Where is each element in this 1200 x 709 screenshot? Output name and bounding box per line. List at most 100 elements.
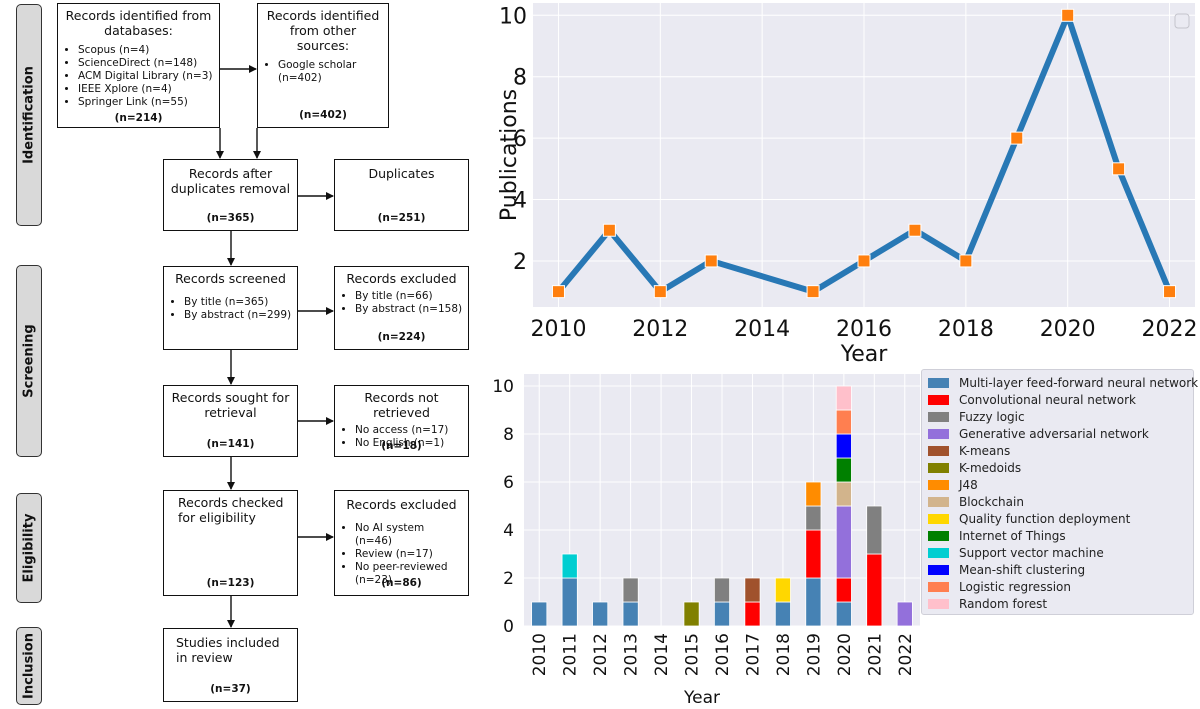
x-tick-label: 2022 xyxy=(896,633,916,676)
y-axis-label: Publications xyxy=(497,89,522,221)
stacked-bar-chart: 0 2 4 6 8 10 2010 2011 2012 2013 2014 2015 2016 2017 2… xyxy=(492,374,920,708)
box-count: (n=18) xyxy=(381,440,422,452)
data-point xyxy=(1112,162,1126,176)
box-item: By title (n=66) xyxy=(355,290,464,303)
bar-chart-legend: Multi-layer feed-forward neural network C… xyxy=(921,369,1198,615)
phase-eligibility: Eligibility xyxy=(16,493,42,603)
bar-segment xyxy=(774,601,791,627)
data-point xyxy=(653,285,667,299)
legend-entry: Quality function deployment xyxy=(928,510,1187,527)
data-point xyxy=(704,254,718,268)
bar-segment xyxy=(622,601,639,627)
box-records-excluded-screening: Records excluded By title (n=66) By abst… xyxy=(334,266,469,350)
box-item: No English (n=1) xyxy=(355,437,464,450)
box-duplicates: Duplicates (n=251) xyxy=(334,159,469,231)
box-records-not-retrieved: Records not retrieved No access (n=17) N… xyxy=(334,385,469,457)
x-tick-label: 2022 xyxy=(1142,317,1198,342)
box-item: By title (n=365) xyxy=(184,296,293,309)
legend-label: Support vector machine xyxy=(959,545,1104,560)
data-point xyxy=(857,254,871,268)
box-after-duplicates: Records after duplicates removal (n=365) xyxy=(163,159,298,231)
box-item: No AI system (n=46) xyxy=(355,522,464,548)
box-item: IEEE Xplore (n=4) xyxy=(78,83,215,96)
bar-segment xyxy=(561,553,578,579)
legend-swatch xyxy=(928,547,949,558)
flow-arrows xyxy=(216,65,334,628)
box-count: (n=365) xyxy=(206,212,255,224)
y-tick-label: 0 xyxy=(503,617,514,637)
bar-segment xyxy=(835,433,852,459)
y-tick-label: 10 xyxy=(492,377,514,397)
legend-swatch xyxy=(928,581,949,592)
bar-segment xyxy=(805,529,822,579)
phase-inclusion: Inclusion xyxy=(16,627,42,705)
box-item: No peer-reviewed (n=23) xyxy=(355,561,464,587)
legend-swatch xyxy=(928,530,949,541)
bar-segment xyxy=(835,601,852,627)
legend-label: Fuzzy logic xyxy=(959,409,1025,424)
x-tick-label: 2014 xyxy=(652,633,672,676)
legend-swatch xyxy=(928,513,949,524)
bar-segment xyxy=(866,553,883,627)
y-tick-label: 10 xyxy=(499,4,527,29)
bar-segment xyxy=(805,505,822,531)
data-point xyxy=(602,223,616,237)
bar-segment xyxy=(805,577,822,627)
legend-label: Logistic regression xyxy=(959,579,1071,594)
bar-segment xyxy=(835,505,852,579)
phase-screening: Screening xyxy=(16,265,42,457)
x-tick-label: 2021 xyxy=(865,633,885,676)
x-tick-label: 2018 xyxy=(938,317,994,342)
empty-legend xyxy=(1174,13,1190,29)
bar-segment xyxy=(896,601,913,627)
legend-entry: Mean-shift clustering xyxy=(928,561,1187,578)
bar-segment xyxy=(805,481,822,507)
box-title: Duplicates xyxy=(368,166,435,181)
legend-swatch xyxy=(928,462,949,473)
legend-entry: Generative adversarial network xyxy=(928,425,1187,442)
legend-swatch xyxy=(928,496,949,507)
bar-segment xyxy=(835,457,852,483)
box-records-checked: Records checked for eligibility (n=123) xyxy=(163,490,298,596)
legend-entry: Blockchain xyxy=(928,493,1187,510)
legend-entry: Support vector machine xyxy=(928,544,1187,561)
legend-label: Multi-layer feed-forward neural network xyxy=(959,375,1199,390)
data-point xyxy=(908,223,922,237)
box-item: Google scholar (n=402) xyxy=(278,59,384,85)
box-items: No access (n=17) No English (n=1) xyxy=(335,424,468,450)
x-tick-label: 2014 xyxy=(734,317,790,342)
box-title: Records identified from databases: xyxy=(65,8,212,38)
legend-entry: Random forest xyxy=(928,595,1187,612)
x-tick-label: 2017 xyxy=(743,633,763,676)
x-tick-label: 2013 xyxy=(622,633,642,676)
x-tick-label: 2012 xyxy=(632,317,688,342)
box-count: (n=123) xyxy=(206,577,255,589)
line-chart: 2010 2012 2014 2016 2018 2020 2022 2 4 6 8 10 Year Pu… xyxy=(497,3,1198,365)
box-item: By abstract (n=299) xyxy=(184,309,293,322)
legend-entry: Fuzzy logic xyxy=(928,408,1187,425)
data-point xyxy=(551,285,565,299)
phase-identification: Identification xyxy=(16,4,42,226)
bar-segment xyxy=(622,577,639,603)
box-item: Springer Link (n=55) xyxy=(78,96,215,109)
bar-segment xyxy=(531,601,548,627)
legend-entry: K-means xyxy=(928,442,1187,459)
y-tick-label: 2 xyxy=(503,569,514,589)
bar-segment xyxy=(866,505,883,555)
bar-segment xyxy=(713,601,731,627)
data-point xyxy=(806,285,820,299)
box-item: No access (n=17) xyxy=(355,424,464,437)
x-tick-label: 2010 xyxy=(530,633,550,676)
box-records-other-sources: Records identified from other sources: G… xyxy=(257,3,389,128)
legend-entry: K-medoids xyxy=(928,459,1187,476)
legend-swatch xyxy=(928,564,949,575)
box-title: Records screened xyxy=(175,271,286,286)
y-tick-label: 8 xyxy=(503,425,514,445)
box-items: No AI system (n=46) Review (n=17) No pee… xyxy=(335,522,468,587)
data-point xyxy=(1061,8,1075,22)
box-title: Records after duplicates removal xyxy=(170,166,291,196)
box-item: By abstract (n=158) xyxy=(355,303,464,316)
x-tick-label: 2011 xyxy=(561,633,581,676)
box-item: ScienceDirect (n=148) xyxy=(78,57,215,70)
legend-label: Internet of Things xyxy=(959,528,1066,543)
